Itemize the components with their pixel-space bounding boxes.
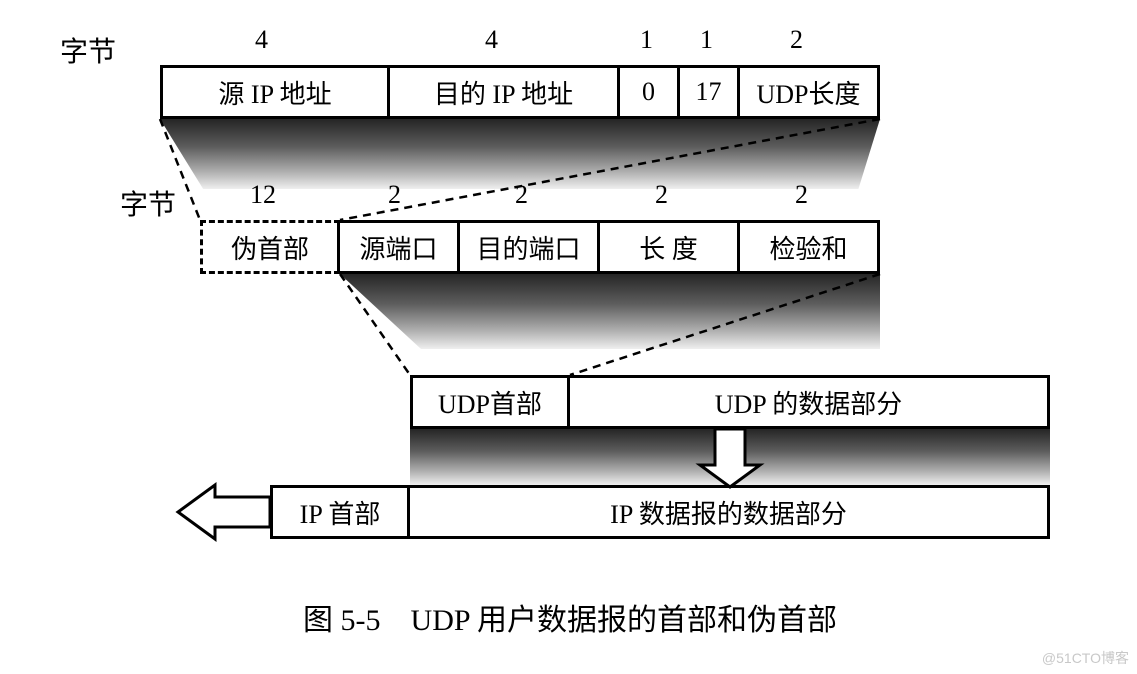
r1-cell-4: UDP长度: [740, 65, 880, 119]
shadow-2: [340, 274, 880, 349]
r2-cell-2: 目的端口: [460, 220, 600, 274]
r3-cell-1: UDP 的数据部分: [570, 375, 1050, 429]
row1: 源 IP 地址 目的 IP 地址 0 17 UDP长度: [160, 65, 880, 119]
r4-cell-0: IP 首部: [270, 485, 410, 539]
r1-cell-2: 0: [620, 65, 680, 119]
r2-cell-4: 检验和: [740, 220, 880, 274]
r2-num-1: 2: [388, 180, 401, 210]
r1-cell-1: 目的 IP 地址: [390, 65, 620, 119]
r1-cell-3: 17: [680, 65, 740, 119]
r1-cell-0: 源 IP 地址: [160, 65, 390, 119]
r2-cell-1: 源端口: [340, 220, 460, 274]
watermark: @51CTO博客: [1042, 648, 1129, 668]
row3: UDP首部 UDP 的数据部分: [410, 375, 1050, 429]
row4: IP 首部 IP 数据报的数据部分: [270, 485, 1050, 539]
r1-num-0: 4: [255, 25, 268, 55]
r2-num-3: 2: [655, 180, 668, 210]
r3-cell-0: UDP首部: [410, 375, 570, 429]
r2-num-0: 12: [250, 180, 276, 210]
r2-num-2: 2: [515, 180, 528, 210]
r2-cell-0: 伪首部: [200, 220, 340, 274]
byte-label-1: 字节: [60, 30, 116, 70]
r1-num-3: 1: [700, 25, 713, 55]
shadow-3: [410, 429, 1050, 485]
r1-num-4: 2: [790, 25, 803, 55]
shadow-1: [160, 119, 880, 189]
r4-cell-1: IP 数据报的数据部分: [410, 485, 1050, 539]
r1-num-2: 1: [640, 25, 653, 55]
row2: 伪首部 源端口 目的端口 长 度 检验和: [200, 220, 880, 274]
r2-num-4: 2: [795, 180, 808, 210]
figure-caption: 图 5-5 UDP 用户数据报的首部和伪首部: [60, 595, 1080, 639]
byte-label-2: 字节: [120, 183, 176, 223]
r1-num-1: 4: [485, 25, 498, 55]
r2-cell-3: 长 度: [600, 220, 740, 274]
